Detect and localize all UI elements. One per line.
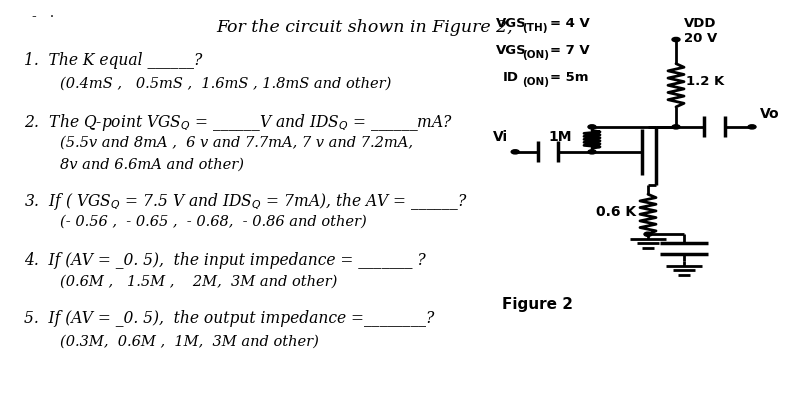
Text: For the circuit shown in Figure 2,: For the circuit shown in Figure 2,: [216, 19, 513, 36]
Text: ID: ID: [502, 71, 518, 84]
Circle shape: [588, 125, 596, 129]
Text: (0.6M ,   1.5M ,    2M,  3M and other): (0.6M , 1.5M , 2M, 3M and other): [60, 275, 338, 289]
Text: 4.  If (AV = _0. 5),  the input impedance = _______ ?: 4. If (AV = _0. 5), the input impedance …: [24, 252, 426, 269]
Circle shape: [511, 150, 519, 154]
Text: (0.3M,  0.6M ,  1M,  3M and other): (0.3M, 0.6M , 1M, 3M and other): [60, 335, 319, 349]
Circle shape: [588, 150, 596, 154]
Text: = 5m: = 5m: [550, 71, 589, 84]
Text: 0.6 K: 0.6 K: [596, 205, 636, 219]
Text: 8v and 6.6mA and other): 8v and 6.6mA and other): [60, 158, 244, 172]
Circle shape: [672, 125, 680, 129]
Text: (TH): (TH): [522, 23, 548, 33]
Text: (0.4mS ,   0.5mS ,  1.6mS , 1.8mS and other): (0.4mS , 0.5mS , 1.6mS , 1.8mS and other…: [60, 77, 391, 91]
Text: -   ·: - ·: [32, 10, 54, 25]
Text: (ON): (ON): [522, 50, 550, 60]
Text: = 4 V: = 4 V: [550, 17, 590, 30]
Circle shape: [672, 37, 680, 42]
Text: VGS: VGS: [496, 17, 526, 30]
Text: 1.2 K: 1.2 K: [686, 74, 724, 88]
Text: 3.  If ( VGS$_Q$ = 7.5 V and IDS$_Q$ = 7mA), the AV = ______?: 3. If ( VGS$_Q$ = 7.5 V and IDS$_Q$ = 7m…: [24, 191, 467, 212]
Text: VDD
20 V: VDD 20 V: [684, 17, 718, 45]
Text: = 7 V: = 7 V: [550, 44, 590, 57]
Circle shape: [748, 125, 756, 129]
Text: Vo: Vo: [760, 106, 780, 121]
Text: VGS: VGS: [496, 44, 526, 57]
Text: 2.  The Q-point VGS$_Q$ = ______V and IDS$_Q$ = ______mA?: 2. The Q-point VGS$_Q$ = ______V and IDS…: [24, 112, 454, 133]
Text: 1M: 1M: [548, 130, 571, 144]
Text: 1.  The K equal ______?: 1. The K equal ______?: [24, 52, 202, 69]
Text: (ON): (ON): [522, 77, 550, 87]
Text: Figure 2: Figure 2: [502, 297, 573, 312]
Text: (- 0.56 ,  - 0.65 ,  - 0.68,  - 0.86 and other): (- 0.56 , - 0.65 , - 0.68, - 0.86 and ot…: [60, 214, 366, 228]
Circle shape: [644, 232, 652, 236]
Text: 5.  If (AV = _0. 5),  the output impedance =________?: 5. If (AV = _0. 5), the output impedance…: [24, 310, 434, 327]
Text: Vi: Vi: [493, 130, 508, 144]
Text: (5.5v and 8mA ,  6 v and 7.7mA, 7 v and 7.2mA,: (5.5v and 8mA , 6 v and 7.7mA, 7 v and 7…: [60, 135, 413, 149]
